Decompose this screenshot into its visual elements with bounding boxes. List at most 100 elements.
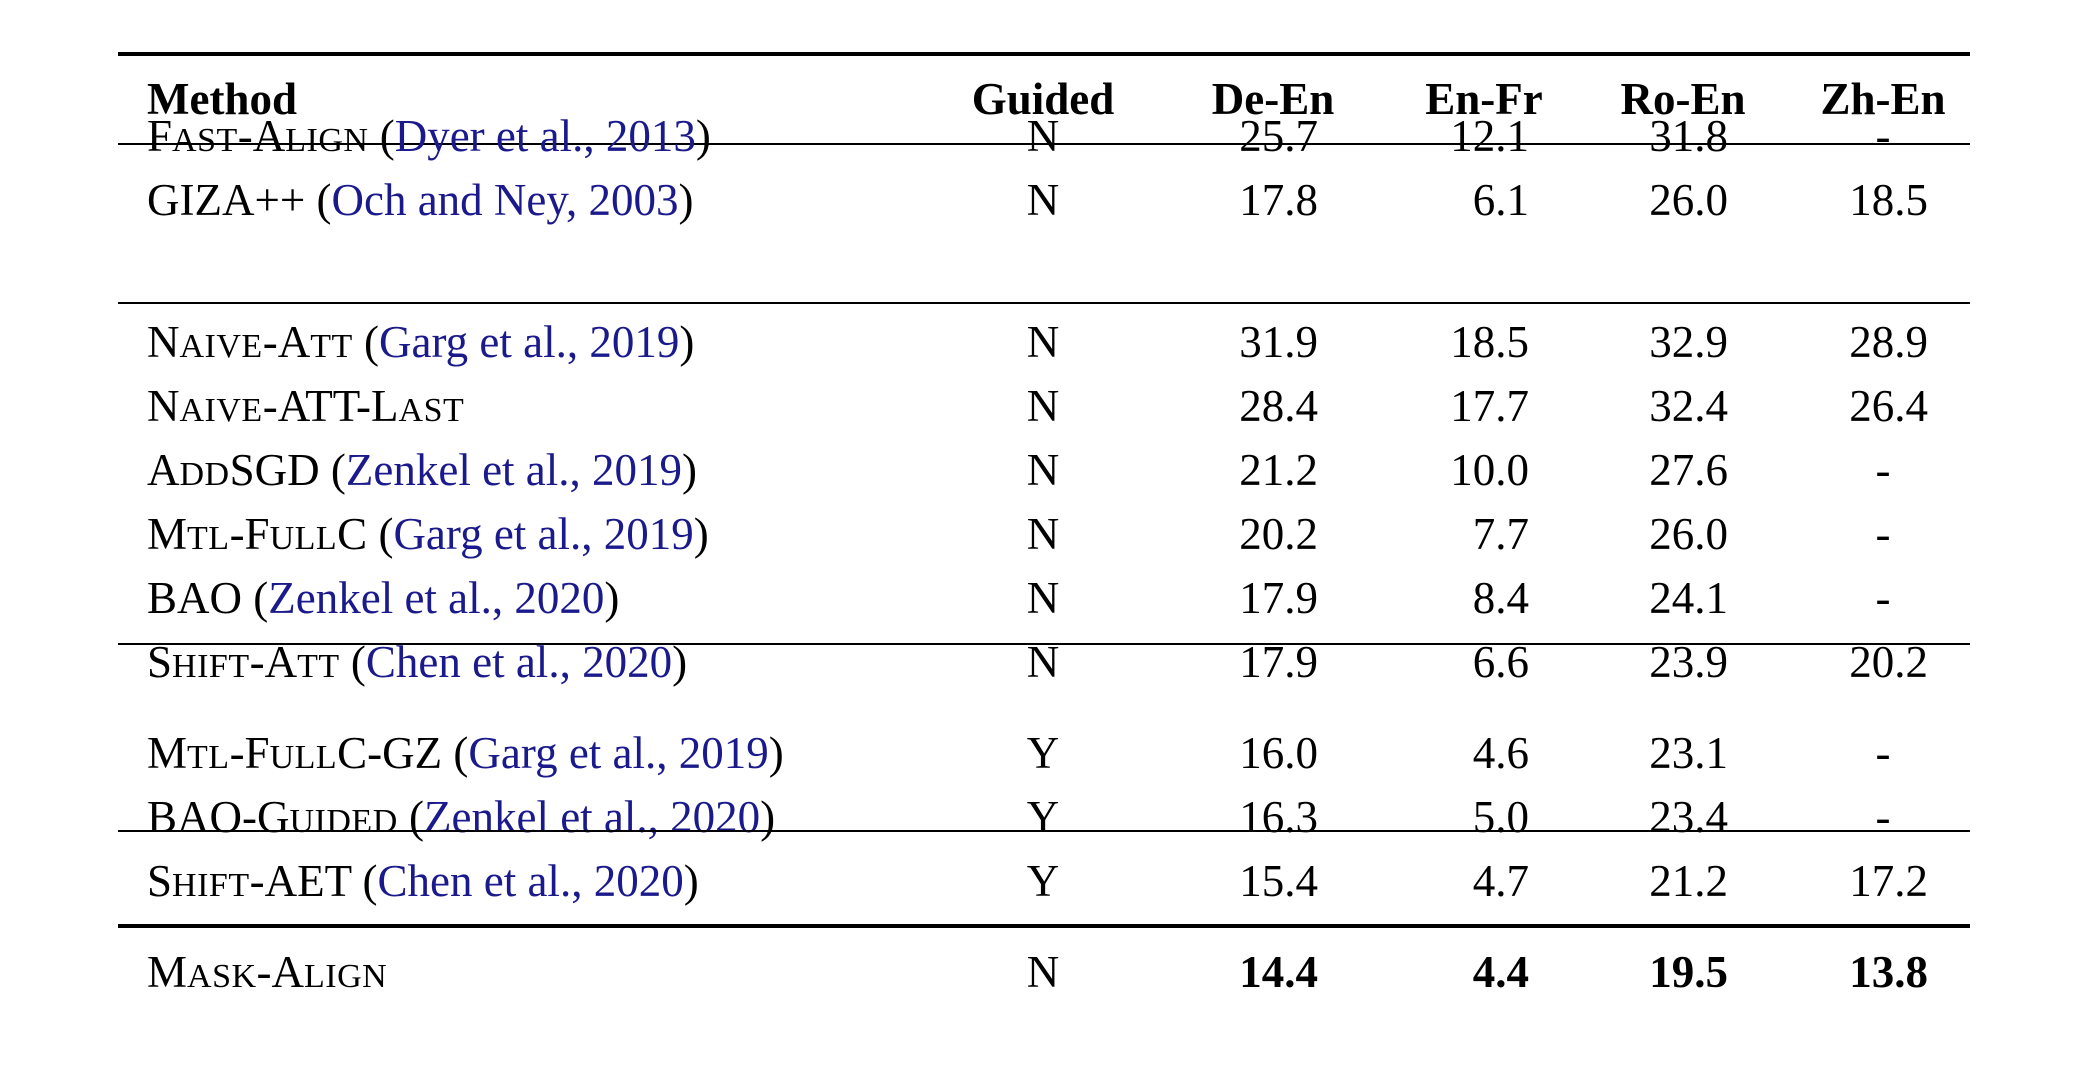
header-de-en: De-En bbox=[1211, 74, 1335, 124]
en-fr-value: 8.4 bbox=[1472, 573, 1529, 623]
guided-cell: N bbox=[938, 312, 1148, 372]
method-cell: MTL-FULLC-GZ (Garg et al., 2019) bbox=[147, 723, 784, 783]
method-name: NAIVE-ATT-LAST bbox=[147, 381, 465, 431]
table-row: SHIFT-ATT (Chen et al., 2020) N 17.9 6.6 23.… bbox=[118, 632, 1970, 692]
en-fr-cell: 6.6 bbox=[1384, 632, 1584, 692]
zh-en-cell: 26.4 bbox=[1778, 376, 1988, 436]
ro-en-value: 26.0 bbox=[1649, 509, 1728, 559]
citation-link[interactable]: Garg et al., 2019 bbox=[378, 317, 680, 367]
zh-en-value: 28.9 bbox=[1849, 317, 1928, 367]
ro-en-value: 23.1 bbox=[1649, 728, 1728, 778]
method-name: GIZA++ bbox=[147, 175, 306, 225]
method-name: SHIFT-AET bbox=[147, 856, 352, 906]
de-en-value: 17.8 bbox=[1239, 175, 1318, 225]
zh-en-cell: - bbox=[1778, 723, 1988, 783]
citation-link[interactable]: Zenkel et al., 2019 bbox=[345, 445, 683, 495]
zh-en-cell: - bbox=[1778, 568, 1988, 628]
de-en-cell: 31.9 bbox=[1168, 312, 1378, 372]
citation-link[interactable]: Zenkel et al., 2020 bbox=[268, 573, 605, 623]
guided-value: Y bbox=[1026, 728, 1060, 778]
method-cell: NAIVE-ATT-LAST bbox=[147, 376, 464, 436]
en-fr-cell: 12.1 bbox=[1384, 106, 1584, 166]
ro-en-cell: 23.9 bbox=[1578, 632, 1788, 692]
ro-en-value: 32.9 bbox=[1649, 317, 1728, 367]
zh-en-cell: 28.9 bbox=[1778, 312, 1988, 372]
guided-cell: Y bbox=[938, 787, 1148, 847]
zh-en-value: - bbox=[1875, 573, 1891, 623]
guided-cell: N bbox=[938, 632, 1148, 692]
top-rule bbox=[118, 52, 1970, 56]
group-rule-2 bbox=[118, 643, 1970, 645]
en-fr-value: 4.4 bbox=[1472, 947, 1529, 997]
method-name: MTL-FULLC-GZ bbox=[147, 728, 443, 778]
header-ro-en: Ro-En bbox=[1620, 74, 1746, 124]
guided-cell: Y bbox=[938, 851, 1148, 911]
citation-link[interactable]: Chen et al., 2020 bbox=[365, 637, 673, 687]
citation-link[interactable]: Och and Ney, 2003 bbox=[331, 175, 679, 225]
de-en-cell: 21.2 bbox=[1168, 440, 1378, 500]
paren-open: ( bbox=[397, 792, 425, 842]
paren-open: ( bbox=[319, 445, 346, 495]
method-name: SHIFT-ATT bbox=[147, 637, 340, 687]
de-en-cell: 17.8 bbox=[1168, 170, 1378, 230]
group-rule-1 bbox=[118, 302, 1970, 304]
en-fr-cell: 8.4 bbox=[1384, 568, 1584, 628]
zh-en-value: 17.2 bbox=[1849, 856, 1928, 906]
en-fr-value: 18.5 bbox=[1450, 317, 1529, 367]
ro-en-value: 21.2 bbox=[1649, 856, 1728, 906]
en-fr-value: 5.0 bbox=[1472, 792, 1529, 842]
paren-close: ) bbox=[695, 111, 711, 161]
zh-en-value: - bbox=[1875, 111, 1891, 161]
citation-link[interactable]: Zenkel et al., 2020 bbox=[424, 792, 761, 842]
guided-cell: N bbox=[938, 568, 1148, 628]
zh-en-cell: - bbox=[1778, 106, 1988, 166]
ro-en-cell: 32.9 bbox=[1578, 312, 1788, 372]
de-en-value: 25.7 bbox=[1239, 111, 1318, 161]
method-name: ADDSGD bbox=[147, 445, 320, 495]
paren-close: ) bbox=[683, 856, 699, 906]
paren-open: ( bbox=[242, 573, 269, 623]
zh-en-cell: - bbox=[1778, 787, 1988, 847]
paren-close: ) bbox=[693, 509, 709, 559]
table-row: SHIFT-AET (Chen et al., 2020) Y 15.4 4.7 21.… bbox=[118, 851, 1970, 911]
guided-value: N bbox=[1026, 111, 1060, 161]
en-fr-cell: 7.7 bbox=[1384, 504, 1584, 564]
guided-value: N bbox=[1026, 637, 1060, 687]
paren-close: ) bbox=[679, 317, 695, 367]
de-en-cell: 16.0 bbox=[1168, 723, 1378, 783]
table-row: ADDSGD (Zenkel et al., 2019) N 21.2 10.0 27.… bbox=[118, 440, 1970, 500]
guided-value: Y bbox=[1026, 856, 1060, 906]
ro-en-cell: 27.6 bbox=[1578, 440, 1788, 500]
zh-en-cell: - bbox=[1778, 504, 1988, 564]
de-en-value: 20.2 bbox=[1239, 509, 1318, 559]
citation-link[interactable]: Garg et al., 2019 bbox=[393, 509, 694, 559]
guided-cell: N bbox=[938, 440, 1148, 500]
citation-link[interactable]: Garg et al., 2019 bbox=[468, 728, 769, 778]
table-row: MTL-FULLC-GZ (Garg et al., 2019) Y 16.0 4.6… bbox=[118, 723, 1970, 783]
method-cell: NAIVE-ATT (Garg et al., 2019) bbox=[147, 312, 694, 372]
de-en-value: 16.3 bbox=[1239, 792, 1318, 842]
ro-en-value: 26.0 bbox=[1649, 175, 1728, 225]
citation-link[interactable]: Dyer et al., 2013 bbox=[394, 111, 696, 161]
method-cell: ADDSGD (Zenkel et al., 2019) bbox=[147, 440, 697, 500]
de-en-cell: 20.2 bbox=[1168, 504, 1378, 564]
guided-cell: N bbox=[938, 106, 1148, 166]
guided-value: Y bbox=[1026, 792, 1060, 842]
ro-en-value: 23.9 bbox=[1649, 637, 1728, 687]
paren-open: ( bbox=[305, 175, 332, 225]
header-zh-en: Zh-En bbox=[1820, 74, 1946, 124]
table-row: NAIVE-ATT-LAST N 28.4 17.7 32.4 26.4 bbox=[118, 376, 1970, 436]
en-fr-value: 12.1 bbox=[1450, 111, 1529, 161]
en-fr-cell: 6.1 bbox=[1384, 170, 1584, 230]
guided-value: N bbox=[1026, 509, 1060, 559]
guided-value: N bbox=[1026, 381, 1060, 431]
guided-cell: N bbox=[938, 942, 1148, 1002]
en-fr-value: 17.7 bbox=[1450, 381, 1529, 431]
de-en-cell: 16.3 bbox=[1168, 787, 1378, 847]
ro-en-cell: 26.0 bbox=[1578, 504, 1788, 564]
citation-link[interactable]: Chen et al., 2020 bbox=[377, 856, 684, 906]
zh-en-value: 26.4 bbox=[1849, 381, 1928, 431]
ro-en-cell: 32.4 bbox=[1578, 376, 1788, 436]
en-fr-value: 10.0 bbox=[1450, 445, 1529, 495]
paren-open: ( bbox=[442, 728, 469, 778]
